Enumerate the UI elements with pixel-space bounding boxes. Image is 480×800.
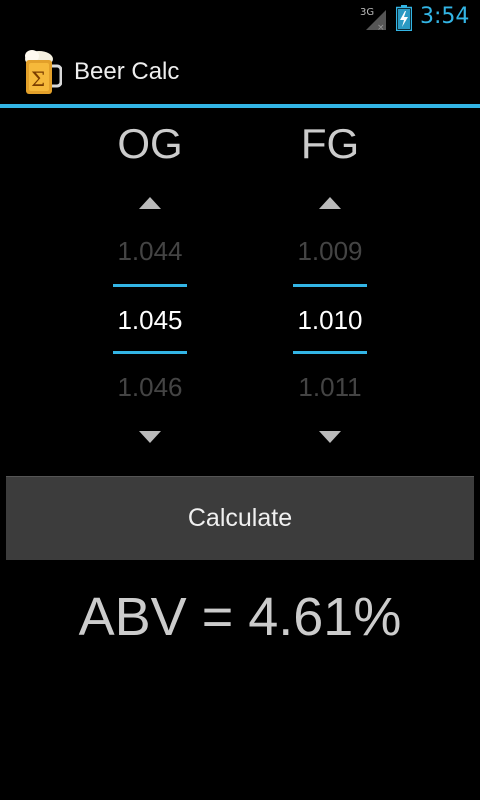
fg-label: FG [300, 120, 360, 167]
og-selection-line-bottom [113, 351, 187, 354]
fg-selection-line-bottom [293, 351, 367, 354]
fg-decrement-arrow-icon[interactable] [318, 430, 342, 444]
calculate-button[interactable]: Calculate [6, 476, 474, 560]
fg-prev-value[interactable]: 1.009 [297, 236, 363, 266]
svg-text:Σ: Σ [31, 67, 45, 91]
svg-text:×: × [377, 23, 385, 32]
og-prev-value[interactable]: 1.044 [117, 236, 183, 266]
battery-charging-icon [396, 5, 412, 31]
og-next-value[interactable]: 1.046 [117, 372, 183, 402]
status-bar: 3G × 3:54 [0, 0, 480, 38]
status-clock: 3:54 [420, 4, 470, 29]
og-decrement-arrow-icon[interactable] [138, 430, 162, 444]
og-current-value[interactable]: 1.045 [117, 305, 183, 335]
fg-next-value[interactable]: 1.011 [298, 372, 362, 402]
og-selection-line-top [113, 284, 187, 287]
network-type-label: 3G [360, 7, 374, 18]
fg-selection-line-top [293, 284, 367, 287]
og-picker[interactable]: OG 1.044 1.045 1.046 [80, 108, 220, 458]
action-bar: Σ Beer Calc [0, 38, 480, 104]
app-title: Beer Calc [74, 58, 180, 85]
abv-result: ABV = 4.61% [78, 587, 402, 647]
og-label: OG [117, 120, 183, 167]
network-signal-icon: 3G × [360, 7, 386, 32]
fg-picker[interactable]: FG 1.009 1.010 1.011 [260, 108, 400, 458]
fg-current-value[interactable]: 1.010 [297, 305, 363, 335]
og-increment-arrow-icon[interactable] [138, 196, 162, 210]
beer-mug-icon[interactable]: Σ [22, 48, 62, 98]
action-bar-divider [0, 104, 480, 108]
fg-increment-arrow-icon[interactable] [318, 196, 342, 210]
